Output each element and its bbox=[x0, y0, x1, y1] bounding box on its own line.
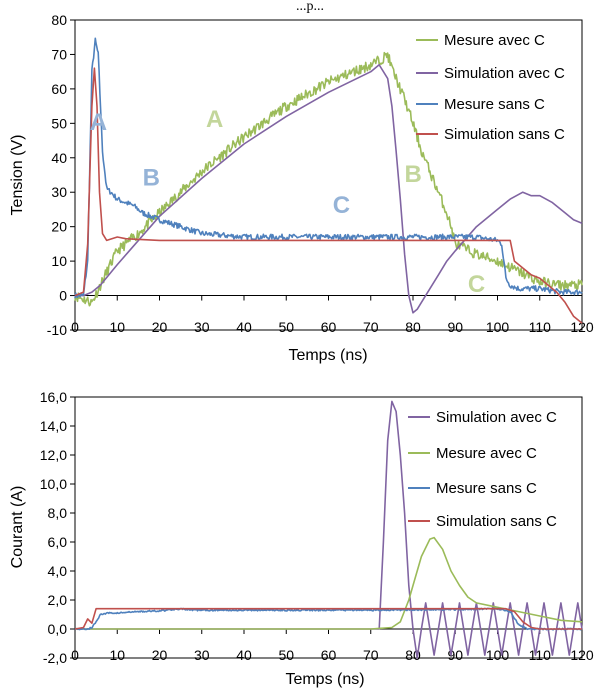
x-tick-label: 30 bbox=[194, 319, 210, 335]
y-tick-label: 30 bbox=[51, 184, 67, 200]
series-line bbox=[74, 51, 583, 307]
region-annotation: B bbox=[405, 161, 422, 188]
y-tick-label: 40 bbox=[51, 150, 67, 166]
y-tick-label: -2,0 bbox=[43, 650, 67, 666]
x-tick-label: 120 bbox=[570, 647, 594, 663]
x-tick-label: 90 bbox=[447, 319, 463, 335]
x-tick-label: 60 bbox=[321, 647, 337, 663]
y-tick-label: -10 bbox=[47, 322, 67, 338]
x-tick-label: 60 bbox=[321, 319, 337, 335]
y-tick-label: 6,0 bbox=[48, 534, 68, 550]
region-annotation: B bbox=[143, 164, 160, 191]
x-tick-label: 80 bbox=[405, 647, 421, 663]
x-tick-label: 40 bbox=[236, 647, 252, 663]
legend-label: Simulation sans C bbox=[436, 513, 557, 530]
y-tick-label: 4,0 bbox=[48, 563, 68, 579]
y-tick-label: 2,0 bbox=[48, 592, 68, 608]
y-tick-label: 70 bbox=[51, 46, 67, 62]
region-annotation: A bbox=[90, 109, 107, 136]
y-axis-label: Courant (A) bbox=[9, 486, 26, 569]
series-line bbox=[75, 400, 583, 659]
y-tick-label: 12,0 bbox=[40, 447, 67, 463]
x-tick-label: 110 bbox=[529, 319, 552, 335]
plot-frame bbox=[74, 396, 583, 659]
x-tick-label: 70 bbox=[363, 319, 379, 335]
legend-label: Mesure avec C bbox=[444, 32, 545, 49]
x-tick-label: 50 bbox=[278, 647, 294, 663]
x-axis-label: Temps (ns) bbox=[285, 671, 364, 688]
x-axis-label: Temps (ns) bbox=[288, 347, 367, 364]
x-tick-label: 20 bbox=[152, 319, 168, 335]
x-tick-label: 100 bbox=[486, 647, 510, 663]
x-tick-label: 120 bbox=[570, 319, 594, 335]
y-tick-label: 60 bbox=[51, 81, 67, 97]
y-tick-label: 10,0 bbox=[40, 476, 67, 492]
legend-label: Simulation sans C bbox=[444, 126, 565, 143]
plot-frame bbox=[74, 19, 583, 331]
y-tick-label: 14,0 bbox=[40, 418, 67, 434]
x-tick-label: 40 bbox=[236, 319, 252, 335]
series-line bbox=[75, 536, 583, 630]
top-caption: ...p... bbox=[296, 0, 324, 14]
y-axis-label: Tension (V) bbox=[9, 135, 26, 216]
region-annotation: C bbox=[333, 192, 350, 219]
y-tick-label: 10 bbox=[51, 253, 67, 269]
y-tick-label: 50 bbox=[51, 115, 67, 131]
region-annotation: C bbox=[468, 271, 485, 298]
x-tick-label: 50 bbox=[278, 319, 294, 335]
region-annotation: A bbox=[206, 106, 223, 133]
y-tick-label: 20 bbox=[51, 219, 67, 235]
x-tick-label: 10 bbox=[109, 319, 125, 335]
x-tick-label: 20 bbox=[152, 647, 168, 663]
x-tick-label: 30 bbox=[194, 647, 210, 663]
y-tick-label: 8,0 bbox=[48, 505, 68, 521]
x-tick-label: 70 bbox=[363, 647, 379, 663]
legend-label: Mesure sans C bbox=[444, 96, 545, 113]
legend-label: Mesure avec C bbox=[436, 445, 537, 462]
x-tick-label: 100 bbox=[486, 319, 510, 335]
x-tick-label: 110 bbox=[529, 647, 552, 663]
y-tick-label: 0,0 bbox=[48, 621, 68, 637]
x-tick-label: 80 bbox=[405, 319, 421, 335]
legend-label: Simulation avec C bbox=[436, 409, 557, 426]
y-tick-label: 16,0 bbox=[40, 389, 67, 405]
x-tick-label: 0 bbox=[71, 319, 79, 335]
legend-label: Mesure sans C bbox=[436, 480, 537, 497]
current-chart: -2,0 0,0 2,0 4,0 6,0 8,0 10,0 12,0 14,0 16,0 0 10 20… bbox=[9, 389, 594, 688]
legend-label: Simulation avec C bbox=[444, 65, 565, 82]
series-line bbox=[74, 607, 582, 630]
y-tick-label: 0 bbox=[59, 288, 67, 304]
series-line bbox=[75, 64, 583, 314]
x-tick-label: 10 bbox=[109, 647, 125, 663]
x-tick-label: 0 bbox=[71, 647, 79, 663]
series-line bbox=[74, 67, 583, 324]
y-tick-label: 80 bbox=[51, 12, 67, 28]
